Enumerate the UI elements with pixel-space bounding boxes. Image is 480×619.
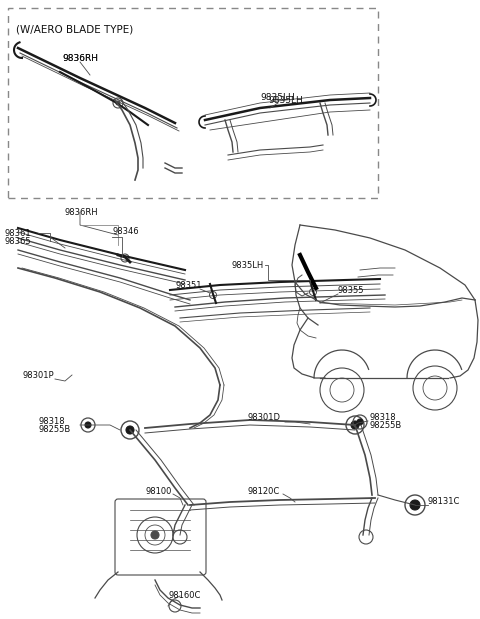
Text: 98100: 98100 [145,488,171,496]
Text: (W/AERO BLADE TYPE): (W/AERO BLADE TYPE) [16,24,133,34]
Circle shape [351,421,359,429]
Text: 98160C: 98160C [168,591,200,599]
Circle shape [151,531,159,539]
Text: 98301D: 98301D [248,413,281,423]
Text: 98301P: 98301P [22,371,54,379]
Text: 98346: 98346 [112,227,139,235]
Circle shape [410,500,420,510]
Text: 9836RH: 9836RH [64,207,97,217]
Text: 98318: 98318 [370,413,396,423]
Text: 98255B: 98255B [38,425,70,435]
Text: 98355: 98355 [338,285,364,295]
Text: 98131C: 98131C [428,498,460,506]
Text: 98120C: 98120C [248,488,280,496]
Text: 9836RH: 9836RH [62,53,98,63]
Circle shape [357,419,363,425]
Circle shape [85,422,91,428]
Text: 9836RH: 9836RH [62,53,98,63]
Text: 98255B: 98255B [370,422,402,430]
Text: 9835LH: 9835LH [260,92,295,102]
Text: 98361: 98361 [4,228,31,238]
Circle shape [116,101,120,105]
Text: 98318: 98318 [38,417,65,426]
Text: 9835LH: 9835LH [268,95,303,105]
Text: 98365: 98365 [4,236,31,246]
Circle shape [126,426,134,434]
Text: 98351: 98351 [175,280,202,290]
Text: 9835LH: 9835LH [232,261,264,269]
